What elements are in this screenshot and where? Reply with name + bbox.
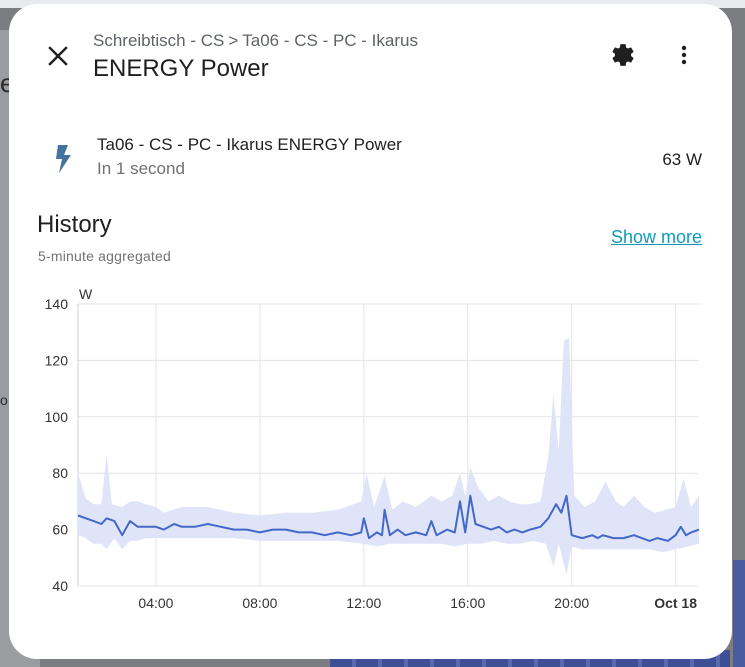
x-tick-label: 08:00 [242,595,277,611]
dots-vertical-icon [681,45,687,65]
close-button[interactable] [42,40,74,72]
close-icon [48,46,68,66]
background-bar-fragment [733,560,745,667]
history-subtitle: 5-minute aggregated [38,248,171,264]
x-tick-label: Oct 18 [654,595,697,611]
entity-state-row[interactable]: Ta06 - CS - PC - Ikarus ENERGY Power In … [9,129,732,189]
y-tick-label: 60 [52,522,68,538]
x-tick-label: 16:00 [450,595,485,611]
dialog-title: ENERGY Power [93,55,269,82]
y-tick-label: 80 [52,465,68,481]
x-tick-label: 04:00 [138,595,173,611]
x-tick-label: 12:00 [346,595,381,611]
entity-name: Ta06 - CS - PC - Ikarus ENERGY Power [97,135,402,154]
more-options-button[interactable] [668,39,700,71]
y-tick-label: 100 [45,409,69,425]
more-info-dialog: Schreibtisch - CS > Ta06 - CS - PC - Ikaru… [9,4,732,659]
x-tick-label: 20:00 [554,595,589,611]
breadcrumb: Schreibtisch - CS > Ta06 - CS - PC - Ikaru… [93,31,418,51]
entity-secondary-info: In 1 second [97,159,185,178]
history-heading: History [37,211,112,238]
y-tick-label: 40 [52,578,68,594]
lightning-bolt-icon [56,145,71,173]
background-text-fragment: o [0,392,8,408]
entity-state-value: 63 W [662,150,702,169]
y-tick-label: 140 [45,296,69,312]
gear-icon [612,44,634,66]
breadcrumb-separator: > [228,31,239,50]
y-tick-label: 120 [45,352,69,368]
breadcrumb-item-area[interactable]: Schreibtisch - CS [93,31,225,50]
settings-button[interactable] [607,39,639,71]
breadcrumb-item-device[interactable]: Ta06 - CS - PC - Ikarus [242,31,418,50]
history-chart[interactable]: 40 60 80 100 120 140 04:00 08:00 12:00 16:00 20:00… [9,4,732,659]
y-axis-unit-label: W [79,286,93,302]
series-mean-line [77,494,700,542]
show-more-link[interactable]: Show more [610,227,702,247]
series-minmax-band [78,337,699,575]
